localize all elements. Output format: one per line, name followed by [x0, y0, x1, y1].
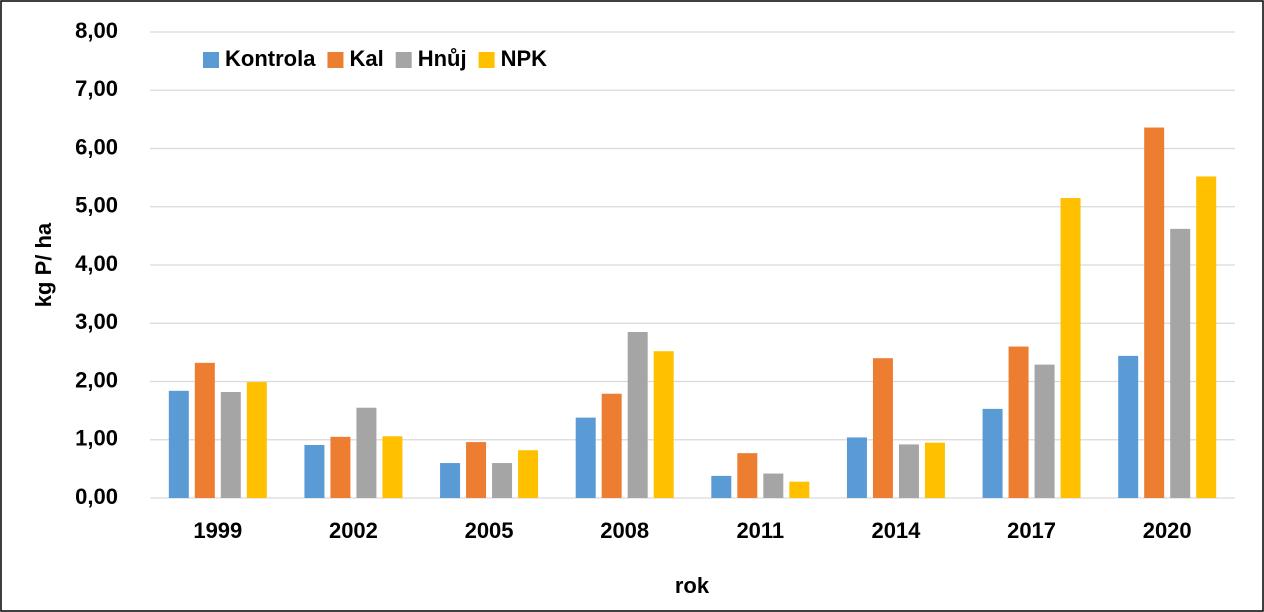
x-tick-label: 2008	[600, 518, 649, 543]
x-tick-label: 2011	[736, 518, 784, 543]
bar	[382, 436, 403, 498]
bar	[220, 391, 241, 498]
legend-label: Hnůj	[418, 46, 467, 71]
bar	[1034, 364, 1055, 498]
y-tick-label: 7,00	[75, 76, 118, 101]
bar	[711, 475, 732, 498]
bar	[194, 362, 215, 498]
bar	[601, 393, 622, 498]
bar	[304, 444, 325, 498]
y-tick-label: 2,00	[75, 367, 118, 392]
y-tick-label: 4,00	[75, 251, 118, 276]
bar	[1008, 346, 1029, 498]
bar	[466, 442, 487, 498]
legend-swatch	[203, 52, 219, 68]
bar	[356, 407, 377, 498]
legend-swatch	[395, 52, 412, 68]
bar	[168, 390, 189, 498]
x-tick-label: 2014	[871, 518, 921, 543]
bar	[330, 436, 351, 498]
bar	[846, 437, 867, 498]
x-tick-label: 2020	[1143, 518, 1192, 543]
bar	[1170, 228, 1191, 498]
bar	[492, 463, 513, 498]
x-tick-label: 2017	[1007, 518, 1056, 543]
y-tick-label: 3,00	[75, 309, 118, 334]
y-tick-label: 8,00	[75, 18, 118, 43]
bar	[1118, 355, 1139, 498]
legend-swatch	[478, 52, 495, 68]
bar	[898, 444, 919, 498]
bar	[575, 417, 596, 498]
y-tick-label: 1,00	[75, 426, 118, 451]
legend-swatch	[327, 52, 344, 68]
y-tick-label: 6,00	[75, 134, 118, 159]
y-axis-label: kg P/ ha	[31, 222, 56, 307]
y-tick-label: 5,00	[75, 193, 118, 218]
bar	[518, 450, 539, 498]
y-tick-label: 0,00	[75, 484, 118, 509]
x-axis-label: rok	[675, 573, 710, 598]
x-tick-label: 2005	[465, 518, 514, 543]
bar	[982, 408, 1003, 498]
x-tick-label: 1999	[193, 518, 242, 543]
legend-label: NPK	[501, 46, 548, 71]
bar	[1144, 127, 1165, 498]
bar	[653, 351, 674, 498]
x-tick-label: 2002	[329, 518, 378, 543]
legend-label: Kal	[349, 46, 383, 71]
bar	[924, 442, 945, 498]
bar	[789, 481, 810, 498]
bar	[872, 358, 893, 498]
bar	[1196, 176, 1217, 498]
bar	[1060, 198, 1081, 498]
bar	[246, 382, 267, 498]
bar	[763, 473, 784, 498]
legend-label: Kontrola	[225, 46, 316, 71]
bar	[627, 331, 648, 498]
bar	[737, 453, 758, 498]
bar	[440, 463, 461, 498]
